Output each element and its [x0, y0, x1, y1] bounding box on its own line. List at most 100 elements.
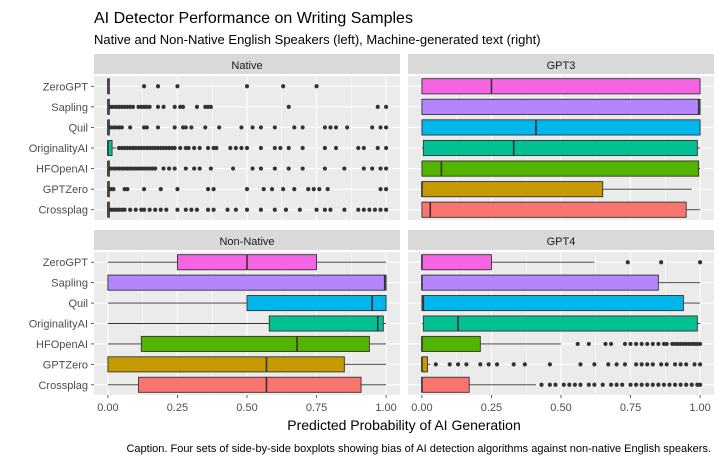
outlier-point — [183, 166, 188, 171]
outlier-point — [322, 125, 327, 130]
outlier-point — [317, 187, 322, 192]
box-iqr — [107, 274, 387, 291]
outlier-point — [322, 166, 327, 171]
outlier-point — [194, 207, 200, 212]
outlier-point — [464, 362, 469, 367]
y-tick-label: Sapling — [51, 278, 88, 290]
box-iqr — [421, 335, 481, 352]
box-quil — [107, 119, 389, 136]
outlier-point — [141, 207, 147, 212]
box-iqr — [421, 295, 684, 312]
outlier-point — [192, 145, 197, 151]
outlier-point — [383, 125, 389, 130]
outlier-point — [367, 207, 372, 212]
outlier-point — [180, 104, 186, 109]
outlier-point — [172, 104, 177, 109]
outlier-point — [314, 207, 319, 212]
outlier-point — [378, 125, 383, 130]
y-tick-label: Crossplag — [38, 380, 88, 392]
y-tick-label: Quil — [68, 298, 88, 310]
box-iqr — [140, 335, 370, 352]
figure-caption: Caption. Four sets of side-by-side boxpl… — [126, 443, 711, 455]
outlier-point — [522, 362, 527, 367]
outlier-point — [692, 362, 697, 367]
outlier-point — [322, 145, 327, 151]
box-gptzero — [421, 181, 692, 198]
outlier-point — [661, 382, 667, 387]
facet-strip — [408, 54, 714, 74]
facet-label: Non-Native — [219, 236, 274, 248]
outlier-point — [155, 125, 161, 130]
outlier-point — [667, 382, 672, 387]
x-axis-title: Predicted Probability of AI Generation — [287, 417, 520, 433]
box-iqr — [421, 98, 701, 115]
chart-title: AI Detector Performance on Writing Sampl… — [94, 10, 413, 27]
outlier-point — [244, 84, 250, 89]
box-quil — [421, 295, 701, 312]
box-iqr — [138, 376, 362, 393]
outlier-point — [292, 125, 297, 130]
box-quil — [421, 119, 701, 136]
outlier-point — [286, 145, 291, 151]
x-tick-label: 0.75 — [620, 402, 641, 414]
outlier-point — [211, 207, 216, 212]
outlier-point — [659, 260, 664, 265]
outlier-point — [678, 362, 683, 367]
outlier-point — [111, 187, 116, 192]
outlier-point — [244, 187, 250, 192]
outlier-point — [378, 207, 383, 212]
outlier-point — [592, 362, 597, 367]
box-zerogpt — [421, 254, 703, 271]
outlier-point — [281, 84, 286, 89]
outlier-point — [592, 382, 597, 387]
outlier-point — [167, 166, 172, 171]
facet-label: GPT4 — [547, 236, 576, 248]
box-zerogpt — [107, 78, 319, 95]
outlier-point — [539, 382, 544, 387]
outlier-point — [333, 145, 339, 151]
outlier-point — [130, 104, 136, 109]
outlier-point — [656, 341, 661, 347]
outlier-point — [272, 166, 277, 171]
outlier-point — [172, 145, 177, 151]
outlier-point — [684, 382, 689, 387]
panel-native: Native ZeroGPT Sapling Quil OriginalityAI HFO… — [29, 54, 400, 220]
outlier-point — [239, 125, 244, 130]
outlier-point — [511, 362, 516, 367]
outlier-point — [664, 362, 669, 367]
chart-subtitle: Native and Non-Native English Speakers (… — [94, 32, 541, 47]
outlier-point — [678, 382, 683, 387]
y-tick-label: Sapling — [51, 102, 88, 114]
box-iqr — [268, 315, 384, 332]
box-sapling — [107, 274, 387, 291]
y-tick-label: HFOpenAI — [36, 339, 88, 351]
outlier-point — [553, 382, 558, 387]
outlier-point — [578, 362, 583, 367]
outlier-point — [628, 341, 633, 347]
box-gptzero — [107, 356, 387, 373]
outlier-point — [659, 362, 664, 367]
box-zerogpt — [421, 78, 701, 95]
outlier-point — [300, 125, 305, 130]
outlier-point — [250, 166, 255, 171]
panel-gpt4: GPT4 0.00 0.25 0.50 0.75 1.00 — [408, 230, 714, 414]
box-sapling — [107, 98, 389, 115]
outlier-point — [433, 362, 438, 367]
outlier-point — [639, 341, 644, 347]
outlier-point — [258, 207, 264, 212]
outlier-point — [383, 187, 389, 192]
outlier-point — [183, 125, 188, 130]
outlier-point — [175, 207, 180, 212]
outlier-point — [197, 166, 202, 171]
outlier-point — [697, 382, 703, 387]
box-crossplag — [107, 376, 387, 393]
outlier-point — [161, 166, 166, 171]
outlier-point — [383, 166, 389, 171]
outlier-point — [175, 84, 180, 89]
outlier-point — [561, 382, 566, 387]
outlier-point — [217, 125, 222, 130]
outlier-point — [634, 382, 639, 387]
box-hfopenai — [421, 160, 701, 177]
x-tick-label: 0.50 — [550, 402, 571, 414]
y-tick-label: Quil — [68, 122, 88, 134]
